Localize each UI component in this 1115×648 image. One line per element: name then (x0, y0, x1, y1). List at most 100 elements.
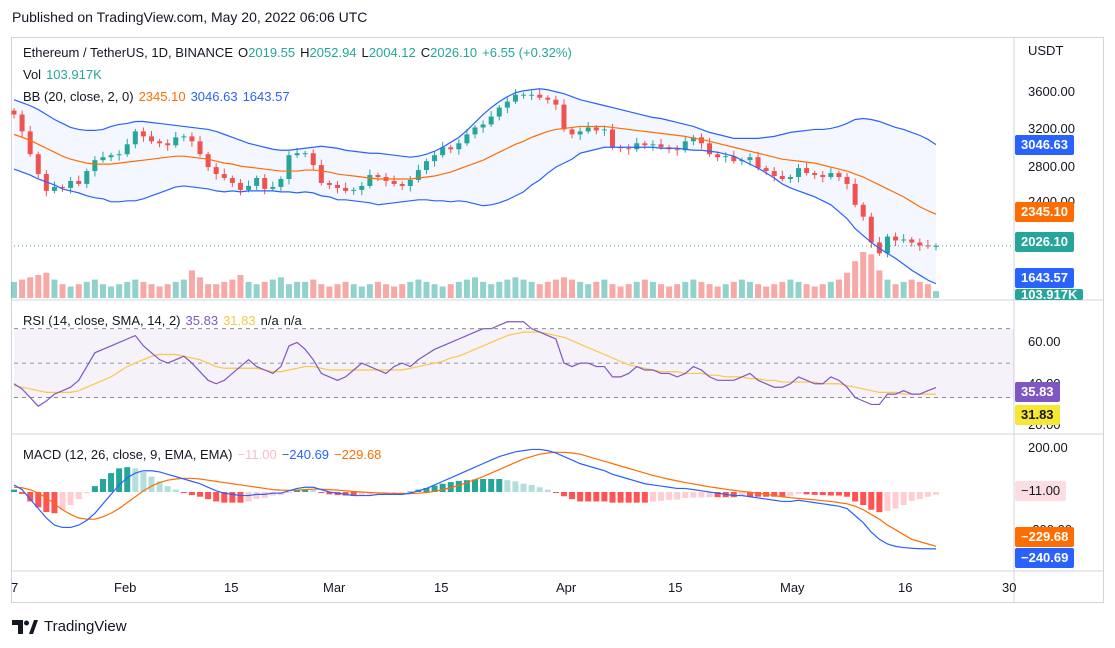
volume-bar (245, 281, 252, 298)
macd-histogram-bar (852, 492, 859, 502)
candle (496, 107, 502, 117)
candle (836, 173, 842, 178)
candle (35, 154, 41, 175)
volume-bar (924, 284, 931, 298)
candle (723, 156, 729, 158)
time-tick: 15 (668, 580, 683, 595)
candle (76, 180, 82, 184)
volume-bar (488, 284, 495, 298)
macd-histogram-bar (803, 492, 810, 495)
volume-bar (302, 281, 309, 298)
macd-histogram-bar (892, 492, 899, 509)
rsi-sma-value: 31.83 (223, 313, 256, 328)
candle (205, 154, 211, 168)
macd-histogram-bar (916, 492, 923, 500)
rsi-value: 35.83 (185, 313, 219, 328)
macd-histogram-bar (91, 486, 98, 492)
time-tick: Feb (114, 580, 137, 595)
volume-bar (868, 254, 875, 298)
macd-histogram-bar (924, 492, 931, 497)
candle (828, 173, 834, 178)
macd-histogram-bar (520, 483, 527, 492)
candle (747, 157, 753, 161)
volume-bar (358, 286, 365, 298)
volume-bar (601, 279, 608, 298)
macd-histogram-bar (188, 492, 195, 496)
volume-bar (51, 279, 58, 298)
candle (545, 97, 551, 100)
macd-hist-tag: −11.00 (1015, 481, 1067, 501)
volume-bar (496, 281, 503, 298)
macd-histogram-bar (472, 479, 478, 492)
price-tick: 3200.00 (1028, 121, 1075, 136)
macd-histogram-bar (666, 492, 673, 501)
volume-bar (641, 279, 648, 298)
macd-histogram-bar (779, 492, 786, 497)
macd-histogram-bar (164, 486, 171, 492)
bb-basis-value: 2345.10 (138, 89, 186, 104)
volume-bar (83, 281, 90, 298)
candle (286, 155, 292, 179)
macd-histogram-bar (59, 492, 66, 510)
volume-bar (722, 284, 729, 298)
candle (318, 165, 324, 183)
candle (84, 171, 90, 184)
macd-histogram-bar (172, 489, 179, 492)
low-value: 2004.12 (368, 45, 416, 60)
macd-histogram-bar (285, 492, 292, 493)
candle (181, 136, 187, 138)
candle (844, 177, 850, 184)
candle (593, 127, 599, 131)
candle (893, 236, 899, 241)
candle (731, 156, 737, 162)
footer-brand[interactable]: TradingView (12, 618, 127, 635)
macd-histogram-bar (140, 471, 147, 492)
volume-bar (593, 281, 600, 298)
volume-bar (205, 284, 212, 298)
volume-bar (900, 281, 907, 298)
volume-bar (35, 275, 42, 298)
macd-histogram-bar (795, 492, 802, 494)
volume-bar (383, 284, 390, 298)
volume-bar (795, 281, 802, 298)
macd-histogram-bar (391, 492, 398, 493)
candle (561, 104, 567, 130)
candle (213, 167, 219, 175)
volume-bar (326, 286, 333, 298)
candle (60, 186, 66, 188)
macd-histogram-bar (116, 468, 123, 492)
candle (634, 143, 640, 150)
macd-histogram-bar (75, 492, 82, 500)
macd-line-tag: −240.69 (1015, 548, 1075, 568)
rsi-tag: 35.83 (1015, 382, 1060, 402)
macd-histogram-bar (609, 492, 616, 503)
candle (148, 136, 154, 142)
macd-line-value: −240.69 (281, 447, 330, 462)
macd-histogram-bar (560, 492, 567, 497)
volume-bar (318, 284, 325, 298)
candle (302, 153, 308, 155)
macd-histogram-bar (876, 492, 883, 513)
macd-histogram-bar (787, 492, 794, 496)
macd-histogram-bar (318, 492, 325, 493)
volume-bar (811, 286, 818, 298)
candle (771, 171, 777, 177)
macd-histogram-bar (35, 492, 42, 508)
macd-histogram-bar (746, 492, 753, 497)
volume-bar (860, 252, 867, 298)
macd-histogram-bar (714, 492, 721, 498)
macd-histogram-bar (19, 492, 26, 494)
macd-histogram-bar (132, 468, 139, 492)
candle (796, 168, 802, 178)
macd-histogram-bar (698, 492, 705, 498)
candle (488, 116, 494, 125)
candle (375, 175, 381, 178)
volume-bar (221, 281, 228, 298)
volume-bar (779, 281, 786, 298)
candle (68, 180, 74, 188)
candle (933, 245, 939, 247)
volume-bar (156, 286, 163, 298)
volume-bar (399, 284, 406, 298)
time-tick: 16 (898, 580, 913, 595)
